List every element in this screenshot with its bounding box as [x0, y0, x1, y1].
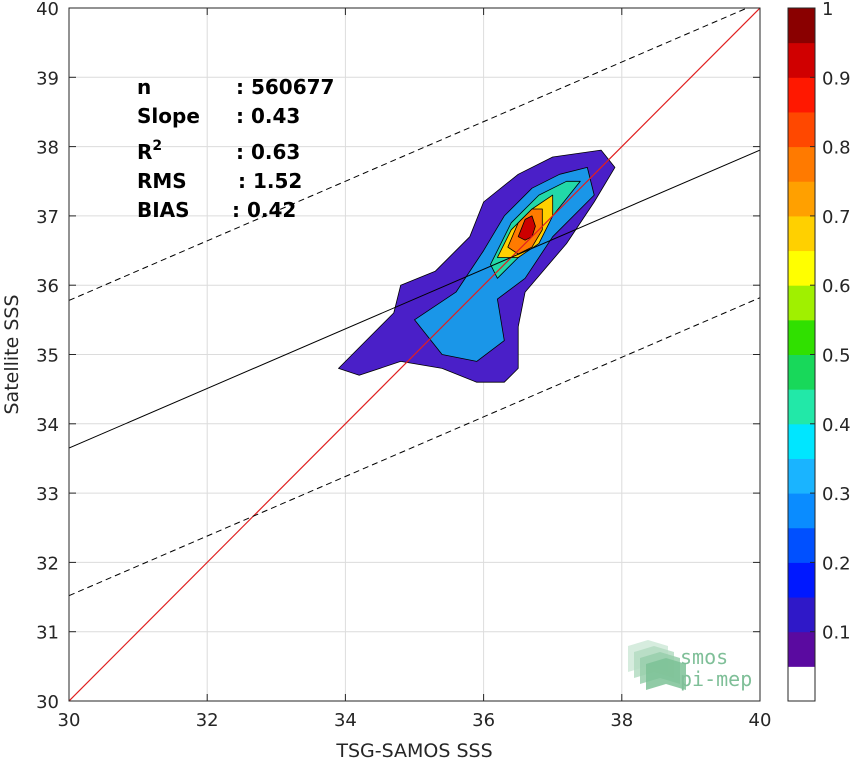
regression-line — [69, 149, 760, 449]
colorbar-swatch — [788, 562, 815, 598]
colorbar-swatch — [788, 77, 815, 113]
colorbar-swatch — [788, 181, 815, 217]
stat-value-rms: : 1.52 — [238, 169, 302, 193]
x-tick-label: 36 — [472, 710, 495, 731]
logo-waves-icon — [628, 640, 686, 690]
stat-label-rms: RMS — [137, 169, 187, 193]
x-tick-label: 32 — [196, 710, 219, 731]
y-axis-title: Satellite SSS — [1, 294, 23, 414]
stat-value-n: : 560677 — [236, 75, 334, 99]
y-tick-label: 36 — [36, 276, 59, 297]
density-contour-6 — [517, 215, 536, 241]
colorbar-swatch — [788, 666, 815, 702]
colorbar-swatch — [788, 597, 815, 633]
x-tick-label: 38 — [610, 710, 633, 731]
stat-value-r: : 0.63 — [236, 140, 300, 164]
identity-line — [69, 8, 760, 701]
y-tick-label: 34 — [36, 415, 59, 436]
colorbar-swatch — [788, 146, 815, 182]
y-tick-label: 37 — [36, 207, 59, 228]
y-tick-label: 40 — [36, 0, 59, 20]
upper-bound-line — [69, 8, 749, 301]
stat-label-n: n — [137, 75, 151, 99]
colorbar-tick-label: 0.6 — [822, 276, 851, 297]
colorbar-swatch — [788, 354, 815, 390]
colorbar-tick-label: 0.3 — [822, 484, 851, 505]
stat-value-slope: : 0.43 — [236, 104, 300, 128]
stat-label-slope: Slope — [137, 104, 200, 128]
lower-bound-line — [69, 297, 760, 597]
y-tick-label: 31 — [36, 623, 59, 644]
x-tick-label: 30 — [58, 710, 81, 731]
stat-value-bias: : 0.42 — [232, 198, 296, 222]
x-axis-title: TSG-SAMOS SSS — [335, 740, 492, 762]
y-tick-label: 39 — [36, 68, 59, 89]
colorbar-tick-label: 0.7 — [822, 207, 851, 228]
colorbar-swatch — [788, 319, 815, 355]
colorbar-swatch — [788, 285, 815, 321]
colorbar-tick-label: 1 — [822, 0, 833, 20]
colorbar-swatch — [788, 527, 815, 563]
logo-text-smos: smos — [680, 645, 728, 669]
colorbar-swatch — [788, 8, 815, 44]
colorbar-swatch — [788, 493, 815, 529]
colorbar-swatch — [788, 111, 815, 148]
colorbar-tick-label: 0.9 — [822, 68, 851, 89]
y-tick-label: 30 — [36, 692, 59, 713]
colorbar-swatch — [788, 250, 815, 286]
colorbar-swatch — [788, 42, 815, 78]
x-tick-label: 40 — [749, 710, 772, 731]
colorbar-tick-label: 0.1 — [822, 623, 851, 644]
colorbar-swatch — [788, 631, 815, 667]
colorbar-swatch — [788, 423, 815, 459]
colorbar-tick-label: 0.4 — [822, 415, 851, 436]
y-tick-label: 33 — [36, 484, 59, 505]
stat-label-bias: BIAS — [137, 198, 190, 222]
colorbar-tick-label: 0.2 — [822, 553, 851, 574]
colorbar-swatch — [788, 458, 815, 494]
y-tick-label: 38 — [36, 138, 59, 159]
logo-text-pimep: pi-mep — [680, 667, 752, 691]
y-tick-label: 32 — [36, 553, 59, 574]
colorbar-tick-label: 0.5 — [822, 346, 851, 367]
y-tick-label: 35 — [36, 346, 59, 367]
x-tick-label: 34 — [334, 710, 357, 731]
colorbar-swatch — [788, 389, 815, 425]
plot-content — [69, 8, 760, 701]
colorbar-tick-label: 0.8 — [822, 138, 851, 159]
colorbar-swatch — [788, 215, 815, 252]
